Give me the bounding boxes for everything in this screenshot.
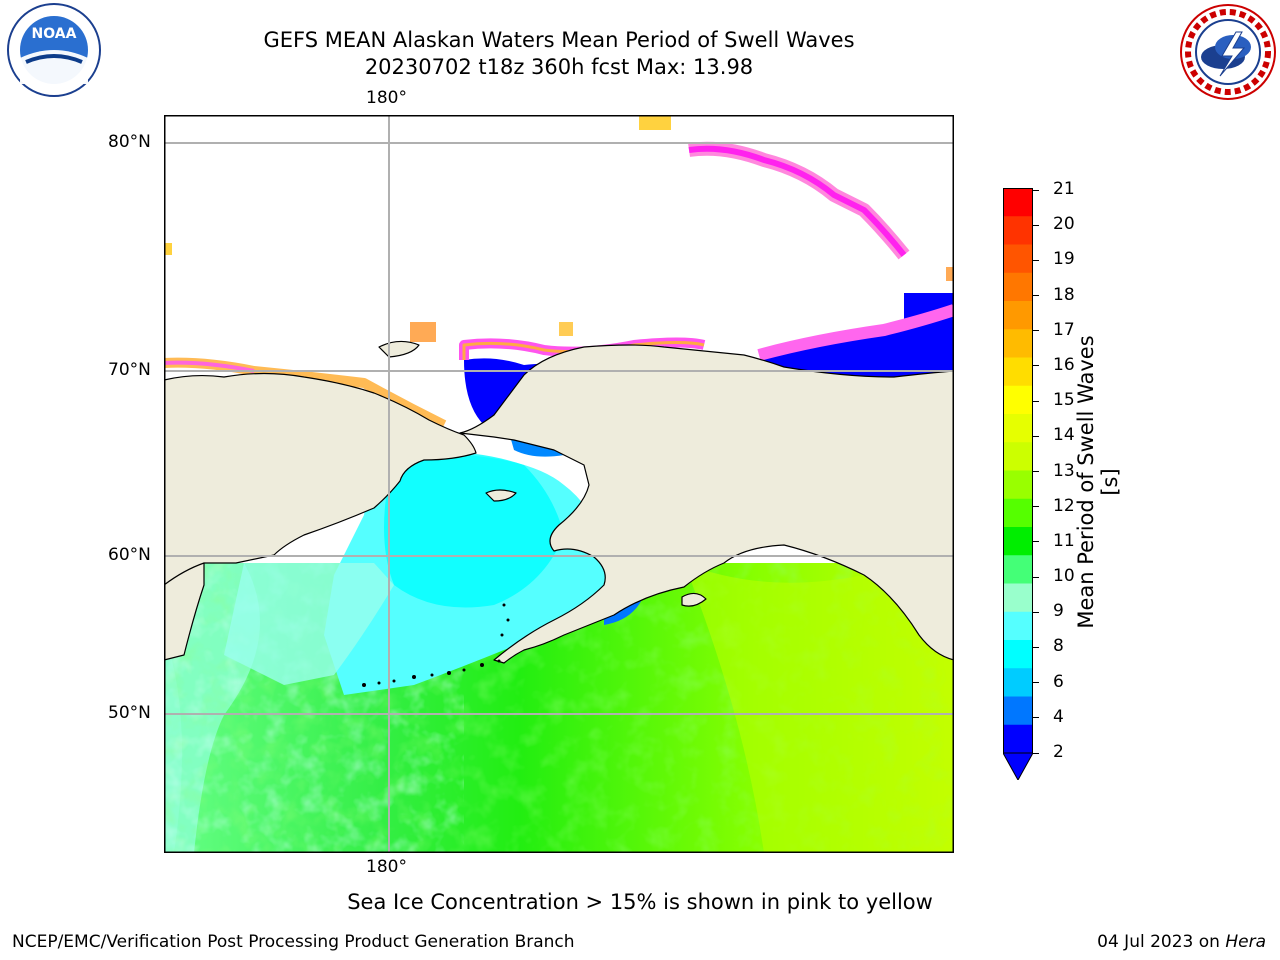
colorbar-tick-label: 21 — [1053, 179, 1075, 199]
colorbar-bin — [1003, 385, 1033, 415]
host-name: Hera — [1225, 932, 1266, 952]
colorbar-bin — [1003, 244, 1033, 274]
date-text: 04 Jul 2023 on Hera — [1097, 932, 1266, 952]
colorbar-tick-label: 2 — [1053, 742, 1064, 762]
colorbar-bin — [1003, 470, 1033, 500]
noaa-logo-text: NOAA — [32, 26, 77, 42]
colorbar-tick-mark — [1033, 295, 1039, 297]
colorbar-tick-mark — [1033, 400, 1039, 402]
lat-label-50: 50°N — [108, 703, 151, 723]
colorbar-tick-label: 20 — [1053, 214, 1075, 235]
colorbar-bin — [1003, 216, 1033, 245]
colorbar-tick-mark — [1033, 611, 1039, 613]
colorbar-tick-label: 18 — [1053, 284, 1075, 305]
lat-label-80: 80°N — [108, 132, 151, 152]
colorbar-tick-mark — [1033, 541, 1039, 543]
colorbar-tick-label: 13 — [1053, 460, 1075, 481]
st-lawrence-island — [485, 489, 517, 502]
chart-subtitle: 20230702 t18z 360h fcst Max: 13.98 — [364, 55, 754, 79]
colorbar-bin — [1003, 583, 1033, 613]
nws-logo — [1180, 4, 1276, 100]
kodiak-island — [681, 592, 707, 607]
colorbar-tick-mark — [1033, 682, 1039, 684]
colorbar-bin — [1003, 527, 1033, 556]
colorbar-tick-label: 19 — [1053, 249, 1075, 270]
colorbar-tick-mark — [1033, 646, 1039, 648]
colorbar-tick-mark — [1033, 259, 1039, 261]
colorbar-bin — [1003, 329, 1033, 358]
colorbar-tick-mark — [1033, 224, 1039, 226]
colorbar-tick-label: 14 — [1053, 425, 1075, 446]
colorbar-bin — [1003, 442, 1033, 471]
sea-ice-caption: Sea Ice Concentration > 15% is shown in … — [347, 890, 933, 914]
map-panel — [164, 115, 954, 853]
colorbar-tick-label: 16 — [1053, 354, 1075, 375]
colorbar-tick-mark — [1033, 330, 1039, 332]
colorbar-bin — [1003, 498, 1033, 528]
colorbar-tick-mark — [1033, 365, 1039, 367]
aleutian-islands — [362, 603, 510, 687]
colorbar-bin — [1003, 272, 1033, 302]
date-string: 04 Jul 2023 on — [1097, 932, 1226, 952]
colorbar-tick-label: 10 — [1053, 566, 1075, 587]
colorbar-bin — [1003, 414, 1033, 443]
colorbar-bin — [1003, 668, 1033, 697]
noaa-logo: NOAA — [7, 3, 101, 97]
colorbar-tick-label: 12 — [1053, 495, 1075, 516]
colorbar-tick-label: 11 — [1053, 530, 1075, 551]
colorbar-bin — [1003, 724, 1033, 754]
colorbar-tick-label: 15 — [1053, 390, 1075, 411]
colorbar-tick-mark — [1033, 576, 1039, 578]
colorbar-extend-arrow — [1003, 752, 1033, 780]
colorbar-bin — [1003, 301, 1033, 330]
colorbar-tick-label: 6 — [1053, 671, 1064, 692]
colorbar-bin — [1003, 696, 1033, 726]
colorbar-bin — [1003, 640, 1033, 669]
credit-text: NCEP/EMC/Verification Post Processing Pr… — [12, 932, 575, 952]
colorbar-tick-mark — [1033, 506, 1039, 508]
colorbar-bin — [1003, 555, 1033, 584]
colorbar-tick-label: 8 — [1053, 636, 1064, 657]
land-masses — [164, 340, 954, 664]
colorbar-bin — [1003, 357, 1033, 387]
alaska-landmass — [459, 344, 954, 664]
colorbar-tick-label: 9 — [1053, 601, 1064, 622]
lon-label-top: 180° — [366, 88, 407, 108]
colorbar-tick-label: 17 — [1053, 319, 1075, 340]
colorbar-bin — [1003, 188, 1033, 217]
chart-title: GEFS MEAN Alaskan Waters Mean Period of … — [263, 28, 855, 52]
colorbar-tick-mark — [1033, 189, 1039, 191]
lat-label-70: 70°N — [108, 360, 151, 380]
siberia-landmass — [164, 372, 477, 586]
colorbar-label: Mean Period of Swell Waves [s] — [1074, 335, 1122, 629]
kamchatka-landmass — [164, 562, 205, 661]
colorbar-tick-mark — [1033, 752, 1039, 754]
colorbar-tick-mark — [1033, 471, 1039, 472]
colorbar — [1003, 188, 1033, 780]
colorbar-bin — [1003, 611, 1033, 641]
colorbar-tick-mark — [1033, 435, 1039, 437]
lon-label-bottom: 180° — [366, 857, 407, 877]
graticule — [164, 115, 954, 853]
lat-label-60: 60°N — [108, 545, 151, 565]
colorbar-tick-label: 4 — [1053, 706, 1064, 727]
colorbar-tick-mark — [1033, 717, 1039, 719]
